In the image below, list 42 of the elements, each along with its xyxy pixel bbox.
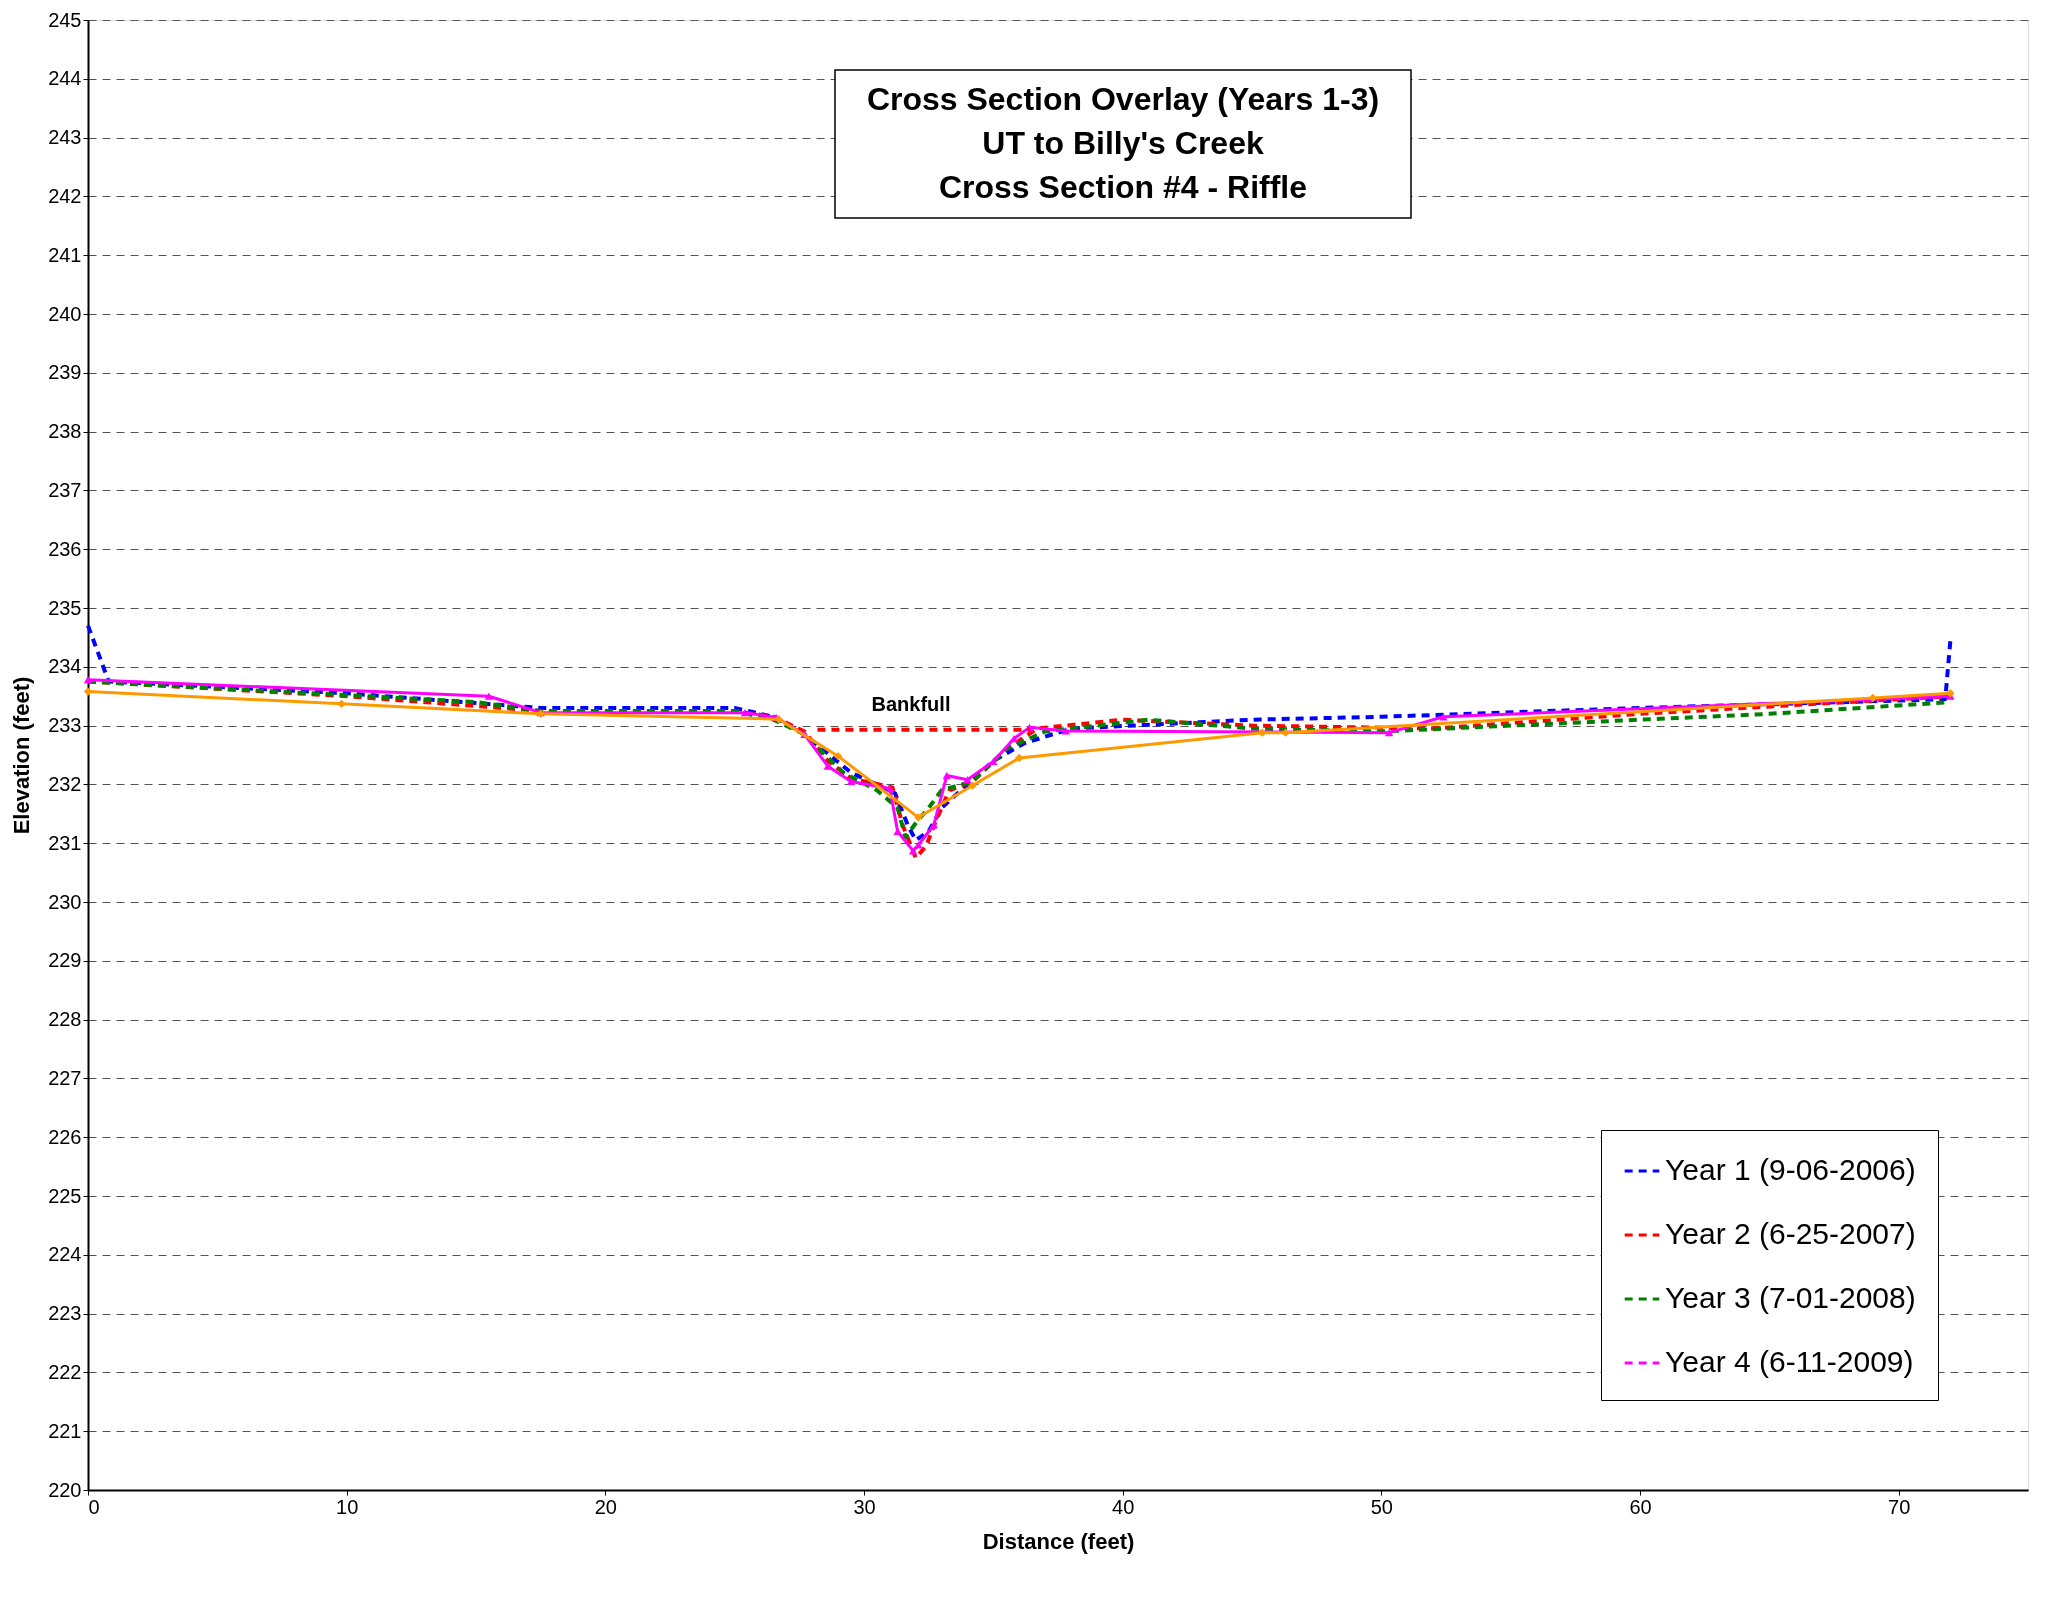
y-tick-label: 239: [48, 361, 82, 384]
y-tick-label: 234: [48, 655, 82, 678]
legend-label: Year 3 (7-01-2008): [1665, 1281, 1916, 1314]
legend-label: Year 2 (6-25-2007): [1665, 1217, 1916, 1250]
y-tick-label: 237: [48, 478, 82, 501]
y-axis-title: Elevation (feet): [9, 676, 35, 835]
y-tick-label: 233: [48, 714, 82, 737]
x-tick-label: 30: [853, 1495, 876, 1518]
y-tick-label: 241: [48, 243, 82, 266]
y-tick-label: 235: [48, 596, 82, 619]
text: Cross Section Overlay (Years 1-3) UT to Billy's Creek Cross Section #4 - Riffle: [866, 81, 1380, 205]
y-tick-label: 226: [48, 1125, 82, 1148]
x-tick-label: 0: [88, 1495, 100, 1518]
y-tick-label: 243: [48, 126, 82, 149]
y-tick-label: 228: [48, 1008, 82, 1031]
x-tick-label: 40: [1112, 1495, 1135, 1518]
x-axis-title: Distance (feet): [982, 1528, 1135, 1554]
y-tick-label: 238: [48, 420, 82, 443]
x-tick-label: 70: [1888, 1495, 1911, 1518]
x-tick-label: 10: [336, 1495, 359, 1518]
y-tick-label: 245: [48, 8, 82, 31]
legend-label: Year 4 (6-11-2009): [1665, 1345, 1914, 1378]
y-tick-label: 232: [48, 772, 82, 795]
y-tick-label: 240: [48, 302, 82, 325]
y-tick-label: 220: [48, 1478, 82, 1501]
y-tick-label: 227: [48, 1066, 82, 1089]
y-tick-label: 236: [48, 537, 82, 560]
y-tick-label: 223: [48, 1302, 82, 1325]
y-tick-label: 244: [48, 67, 82, 90]
y-tick-label: 230: [48, 890, 82, 913]
x-tick-label: 20: [594, 1495, 617, 1518]
y-tick-label: 231: [48, 831, 82, 854]
annotation: Bankfull: [871, 693, 951, 715]
y-tick-label: 222: [48, 1360, 82, 1383]
y-tick-label: 224: [48, 1243, 82, 1266]
y-tick-label: 221: [48, 1419, 82, 1442]
y-tick-label: 229: [48, 949, 82, 972]
y-tick-label: 242: [48, 184, 82, 207]
x-tick-label: 60: [1629, 1495, 1652, 1518]
y-tick-label: 225: [48, 1184, 82, 1207]
legend-label: Year 1 (9-06-2006): [1665, 1153, 1916, 1186]
x-tick-label: 50: [1370, 1495, 1393, 1518]
